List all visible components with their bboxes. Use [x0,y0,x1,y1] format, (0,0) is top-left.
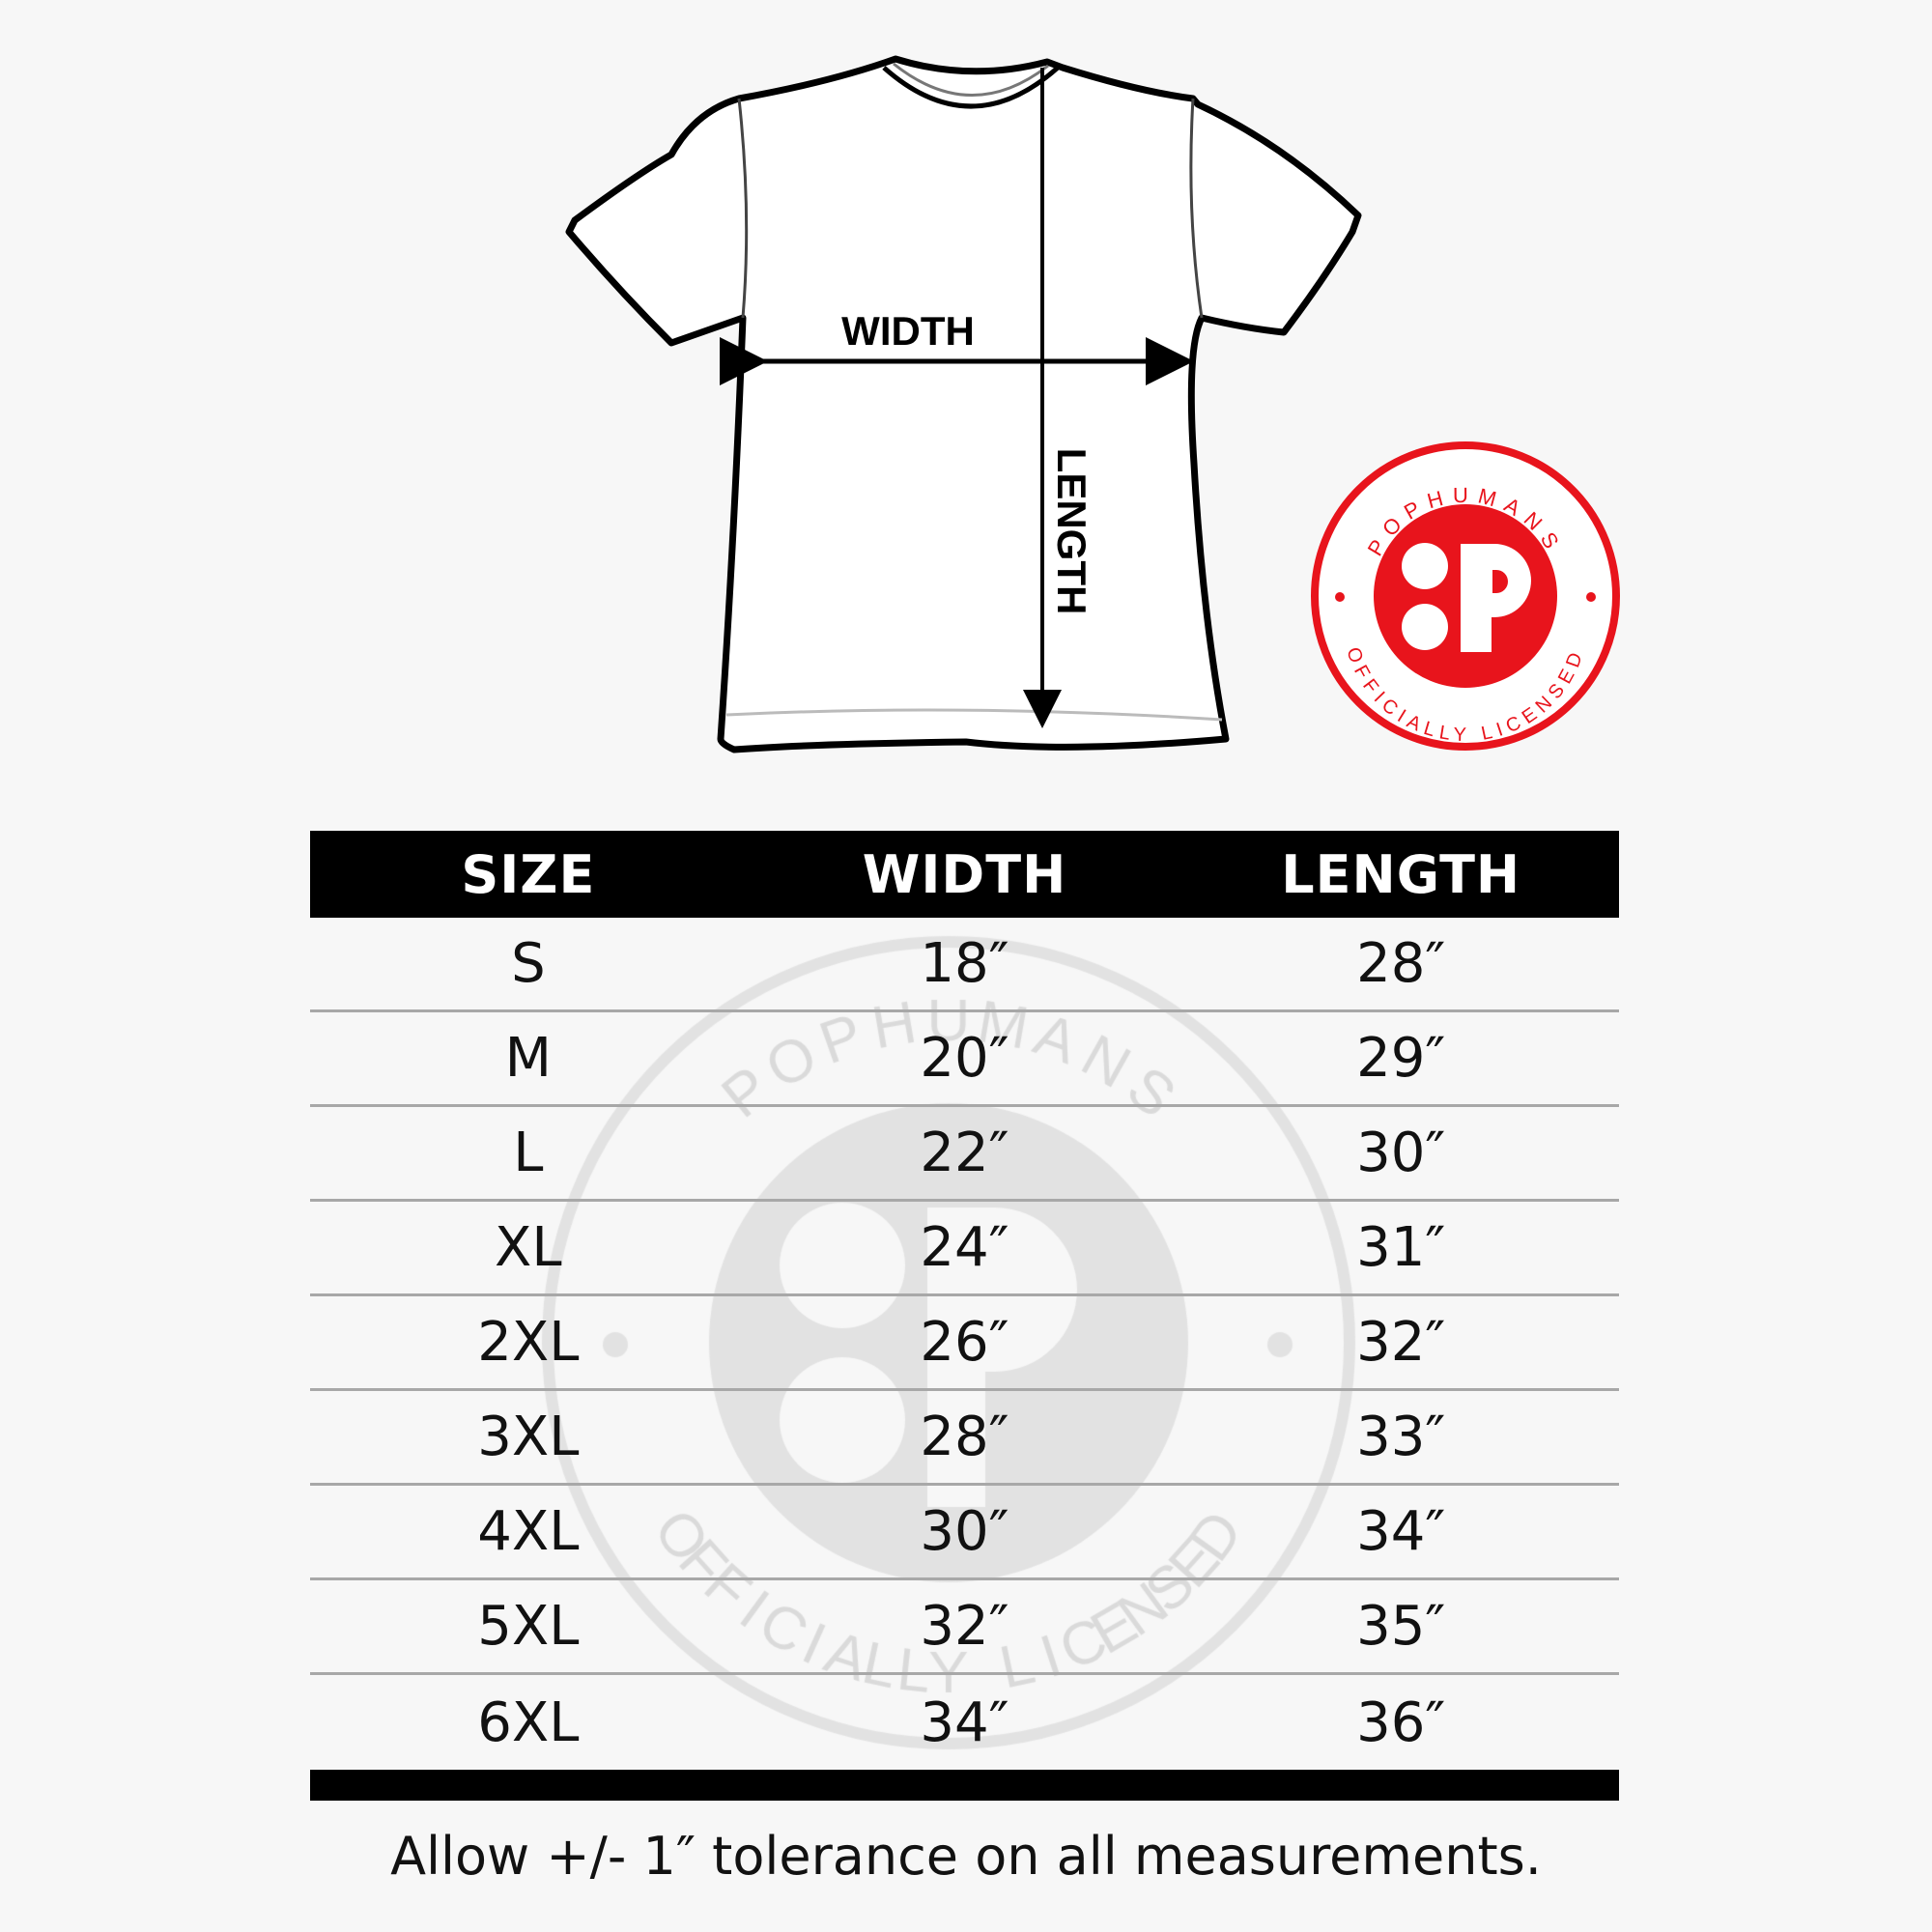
table-row: 6XL 34″ 36″ [310,1675,1619,1770]
table-row: 3XL 28″ 33″ [310,1391,1619,1486]
tshirt-outline [565,55,1362,753]
size-chart-table: SIZE WIDTH LENGTH S 18″ 28″ M 20″ 29″ L 22″ 30″ X… [310,831,1619,1801]
header-size: SIZE [461,843,596,905]
table-row: 5XL 32″ 35″ [310,1580,1619,1675]
cell-width: 18″ [920,932,1009,995]
table-bottom-bar [310,1770,1619,1801]
cell-width: 20″ [920,1027,1009,1090]
cell-length: 36″ [1356,1690,1446,1754]
cell-size: 6XL [477,1690,580,1754]
header-length: LENGTH [1281,843,1521,905]
tolerance-note: Allow +/- 1″ tolerance on all measuremen… [390,1826,1542,1887]
cell-width: 22″ [920,1122,1009,1184]
cell-length: 34″ [1356,1500,1446,1563]
cell-size: 5XL [477,1595,580,1658]
cell-width: 34″ [920,1690,1009,1754]
pophumans-logo: POPHUMANS OFFICIALLY LICENSED [1311,441,1620,751]
table-row: 4XL 30″ 34″ [310,1486,1619,1580]
cell-size: 4XL [477,1500,580,1563]
table-row: S 18″ 28″ [310,918,1619,1012]
length-label: LENGTH [1049,448,1094,615]
cell-length: 33″ [1356,1406,1446,1468]
cell-length: 29″ [1356,1027,1446,1090]
table-row: XL 24″ 31″ [310,1202,1619,1296]
table-row: L 22″ 30″ [310,1107,1619,1202]
table-header: SIZE WIDTH LENGTH [310,831,1619,918]
tshirt-diagram: WIDTH LENGTH [565,55,1362,753]
cell-length: 28″ [1356,932,1446,995]
cell-width: 26″ [920,1311,1009,1374]
width-label: WIDTH [841,308,975,354]
cell-width: 28″ [920,1406,1009,1468]
cell-size: 2XL [477,1311,580,1374]
cell-width: 30″ [920,1500,1009,1563]
cell-width: 32″ [920,1595,1009,1658]
header-width: WIDTH [862,843,1067,905]
cell-size: 3XL [477,1406,580,1468]
cell-size: L [513,1122,544,1184]
table-row: 2XL 26″ 32″ [310,1296,1619,1391]
cell-length: 30″ [1356,1122,1446,1184]
table-row: M 20″ 29″ [310,1012,1619,1107]
cell-width: 24″ [920,1216,1009,1279]
cell-length: 31″ [1356,1216,1446,1279]
cell-size: M [504,1027,552,1090]
cell-length: 32″ [1356,1311,1446,1374]
cell-length: 35″ [1356,1595,1446,1658]
cell-size: S [511,932,546,995]
cell-size: XL [495,1216,562,1279]
